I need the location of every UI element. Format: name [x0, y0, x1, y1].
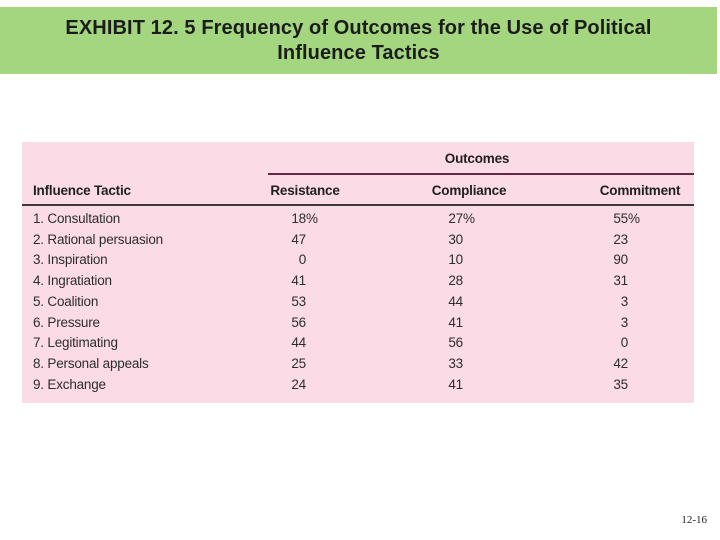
compliance-value: 41 [393, 312, 463, 333]
column-header-tactic: Influence Tactic [33, 183, 131, 198]
resistance-value: 56 [236, 312, 306, 333]
commitment-value: 35 [558, 374, 628, 395]
commitment-value: 23 [558, 229, 628, 250]
slide-title-line-2: Influence Tactics [277, 41, 440, 64]
tactic-label: 6. Pressure [33, 314, 100, 330]
tactic-label: 2. Rational persuasion [33, 231, 163, 247]
resistance-value: 25 [236, 353, 306, 374]
tactic-label: 8. Personal appeals [33, 355, 149, 371]
compliance-value: 28 [393, 270, 463, 291]
page-number: 12-16 [681, 514, 707, 526]
compliance-value: 33 [393, 353, 463, 374]
commitment-number: 0 [620, 335, 629, 351]
compliance-number: 33 [448, 355, 463, 371]
column-header-resistance: Resistance [270, 183, 340, 198]
table-row: 5. Coalition 53 44 3 [22, 291, 694, 312]
resistance-number: 0 [298, 252, 307, 268]
commitment-value: 55% [558, 208, 640, 229]
outcomes-group-header: Outcomes [444, 151, 510, 166]
commitment-number: 90 [613, 252, 628, 268]
commitment-number: 35 [613, 376, 628, 392]
resistance-value: 41 [236, 270, 306, 291]
title-banner: EXHIBIT 12. 5 Frequency of Outcomes for … [0, 7, 717, 74]
compliance-value: 27% [393, 208, 475, 229]
header-rule [22, 204, 694, 206]
resistance-number: 44 [291, 335, 306, 351]
resistance-number: 18 [291, 211, 306, 226]
table-row: 9. Exchange 24 41 35 [22, 374, 694, 395]
table-row: 4. Ingratiation 41 28 31 [22, 270, 694, 291]
resistance-number: 47 [291, 231, 306, 247]
commitment-number: 42 [613, 355, 628, 371]
column-header-commitment: Commitment [599, 183, 681, 198]
compliance-value: 10 [393, 249, 463, 270]
compliance-number: 28 [448, 273, 463, 289]
table-row: 7. Legitimating 44 56 0 [22, 332, 694, 353]
percent-suffix: % [306, 211, 318, 226]
resistance-number: 56 [291, 314, 306, 330]
compliance-number: 27 [448, 211, 463, 226]
table-row: 1. Consultation 18% 27% 55% [22, 208, 694, 229]
resistance-value: 44 [236, 332, 306, 353]
tactic-label: 1. Consultation [33, 211, 121, 226]
resistance-number: 25 [291, 355, 306, 371]
commitment-value: 3 [558, 312, 629, 333]
compliance-number: 41 [448, 314, 463, 330]
compliance-number: 56 [448, 335, 463, 351]
column-header-compliance: Compliance [431, 183, 507, 198]
compliance-value: 56 [393, 332, 463, 353]
compliance-number: 44 [448, 293, 463, 309]
resistance-value: 0 [236, 249, 307, 270]
resistance-value: 24 [236, 374, 306, 395]
commitment-value: 3 [558, 291, 629, 312]
resistance-number: 41 [291, 273, 306, 289]
resistance-value: 53 [236, 291, 306, 312]
table-row: 3. Inspiration 0 10 90 [22, 249, 694, 270]
compliance-number: 41 [448, 376, 463, 392]
tactic-label: 9. Exchange [33, 376, 106, 392]
commitment-value: 0 [558, 332, 629, 353]
outcomes-rule [268, 173, 694, 175]
resistance-value: 47 [236, 229, 306, 250]
slide-title-line-1: EXHIBIT 12. 5 Frequency of Outcomes for … [65, 16, 652, 39]
resistance-number: 53 [291, 293, 306, 309]
commitment-number: 31 [613, 273, 628, 289]
commitment-number: 55 [613, 211, 628, 226]
compliance-value: 44 [393, 291, 463, 312]
resistance-number: 24 [291, 376, 306, 392]
compliance-number: 10 [448, 252, 463, 268]
commitment-value: 90 [558, 249, 628, 270]
table-row: 2. Rational persuasion 47 30 23 [22, 229, 694, 250]
exhibit-table: Outcomes Influence Tactic Resistance Com… [22, 142, 694, 403]
percent-suffix: % [628, 211, 640, 226]
commitment-number: 23 [613, 231, 628, 247]
compliance-value: 41 [393, 374, 463, 395]
percent-suffix: % [463, 211, 475, 226]
tactic-label: 5. Coalition [33, 293, 99, 309]
compliance-value: 30 [393, 229, 463, 250]
tactic-label: 3. Inspiration [33, 252, 108, 268]
table-row: 6. Pressure 56 41 3 [22, 312, 694, 333]
compliance-number: 30 [448, 231, 463, 247]
tactic-label: 4. Ingratiation [33, 273, 112, 289]
commitment-number: 3 [620, 293, 629, 309]
commitment-number: 3 [620, 314, 629, 330]
table-row: 8. Personal appeals 25 33 42 [22, 353, 694, 374]
tactic-label: 7. Legitimating [33, 335, 118, 351]
commitment-value: 31 [558, 270, 628, 291]
commitment-value: 42 [558, 353, 628, 374]
resistance-value: 18% [236, 208, 318, 229]
